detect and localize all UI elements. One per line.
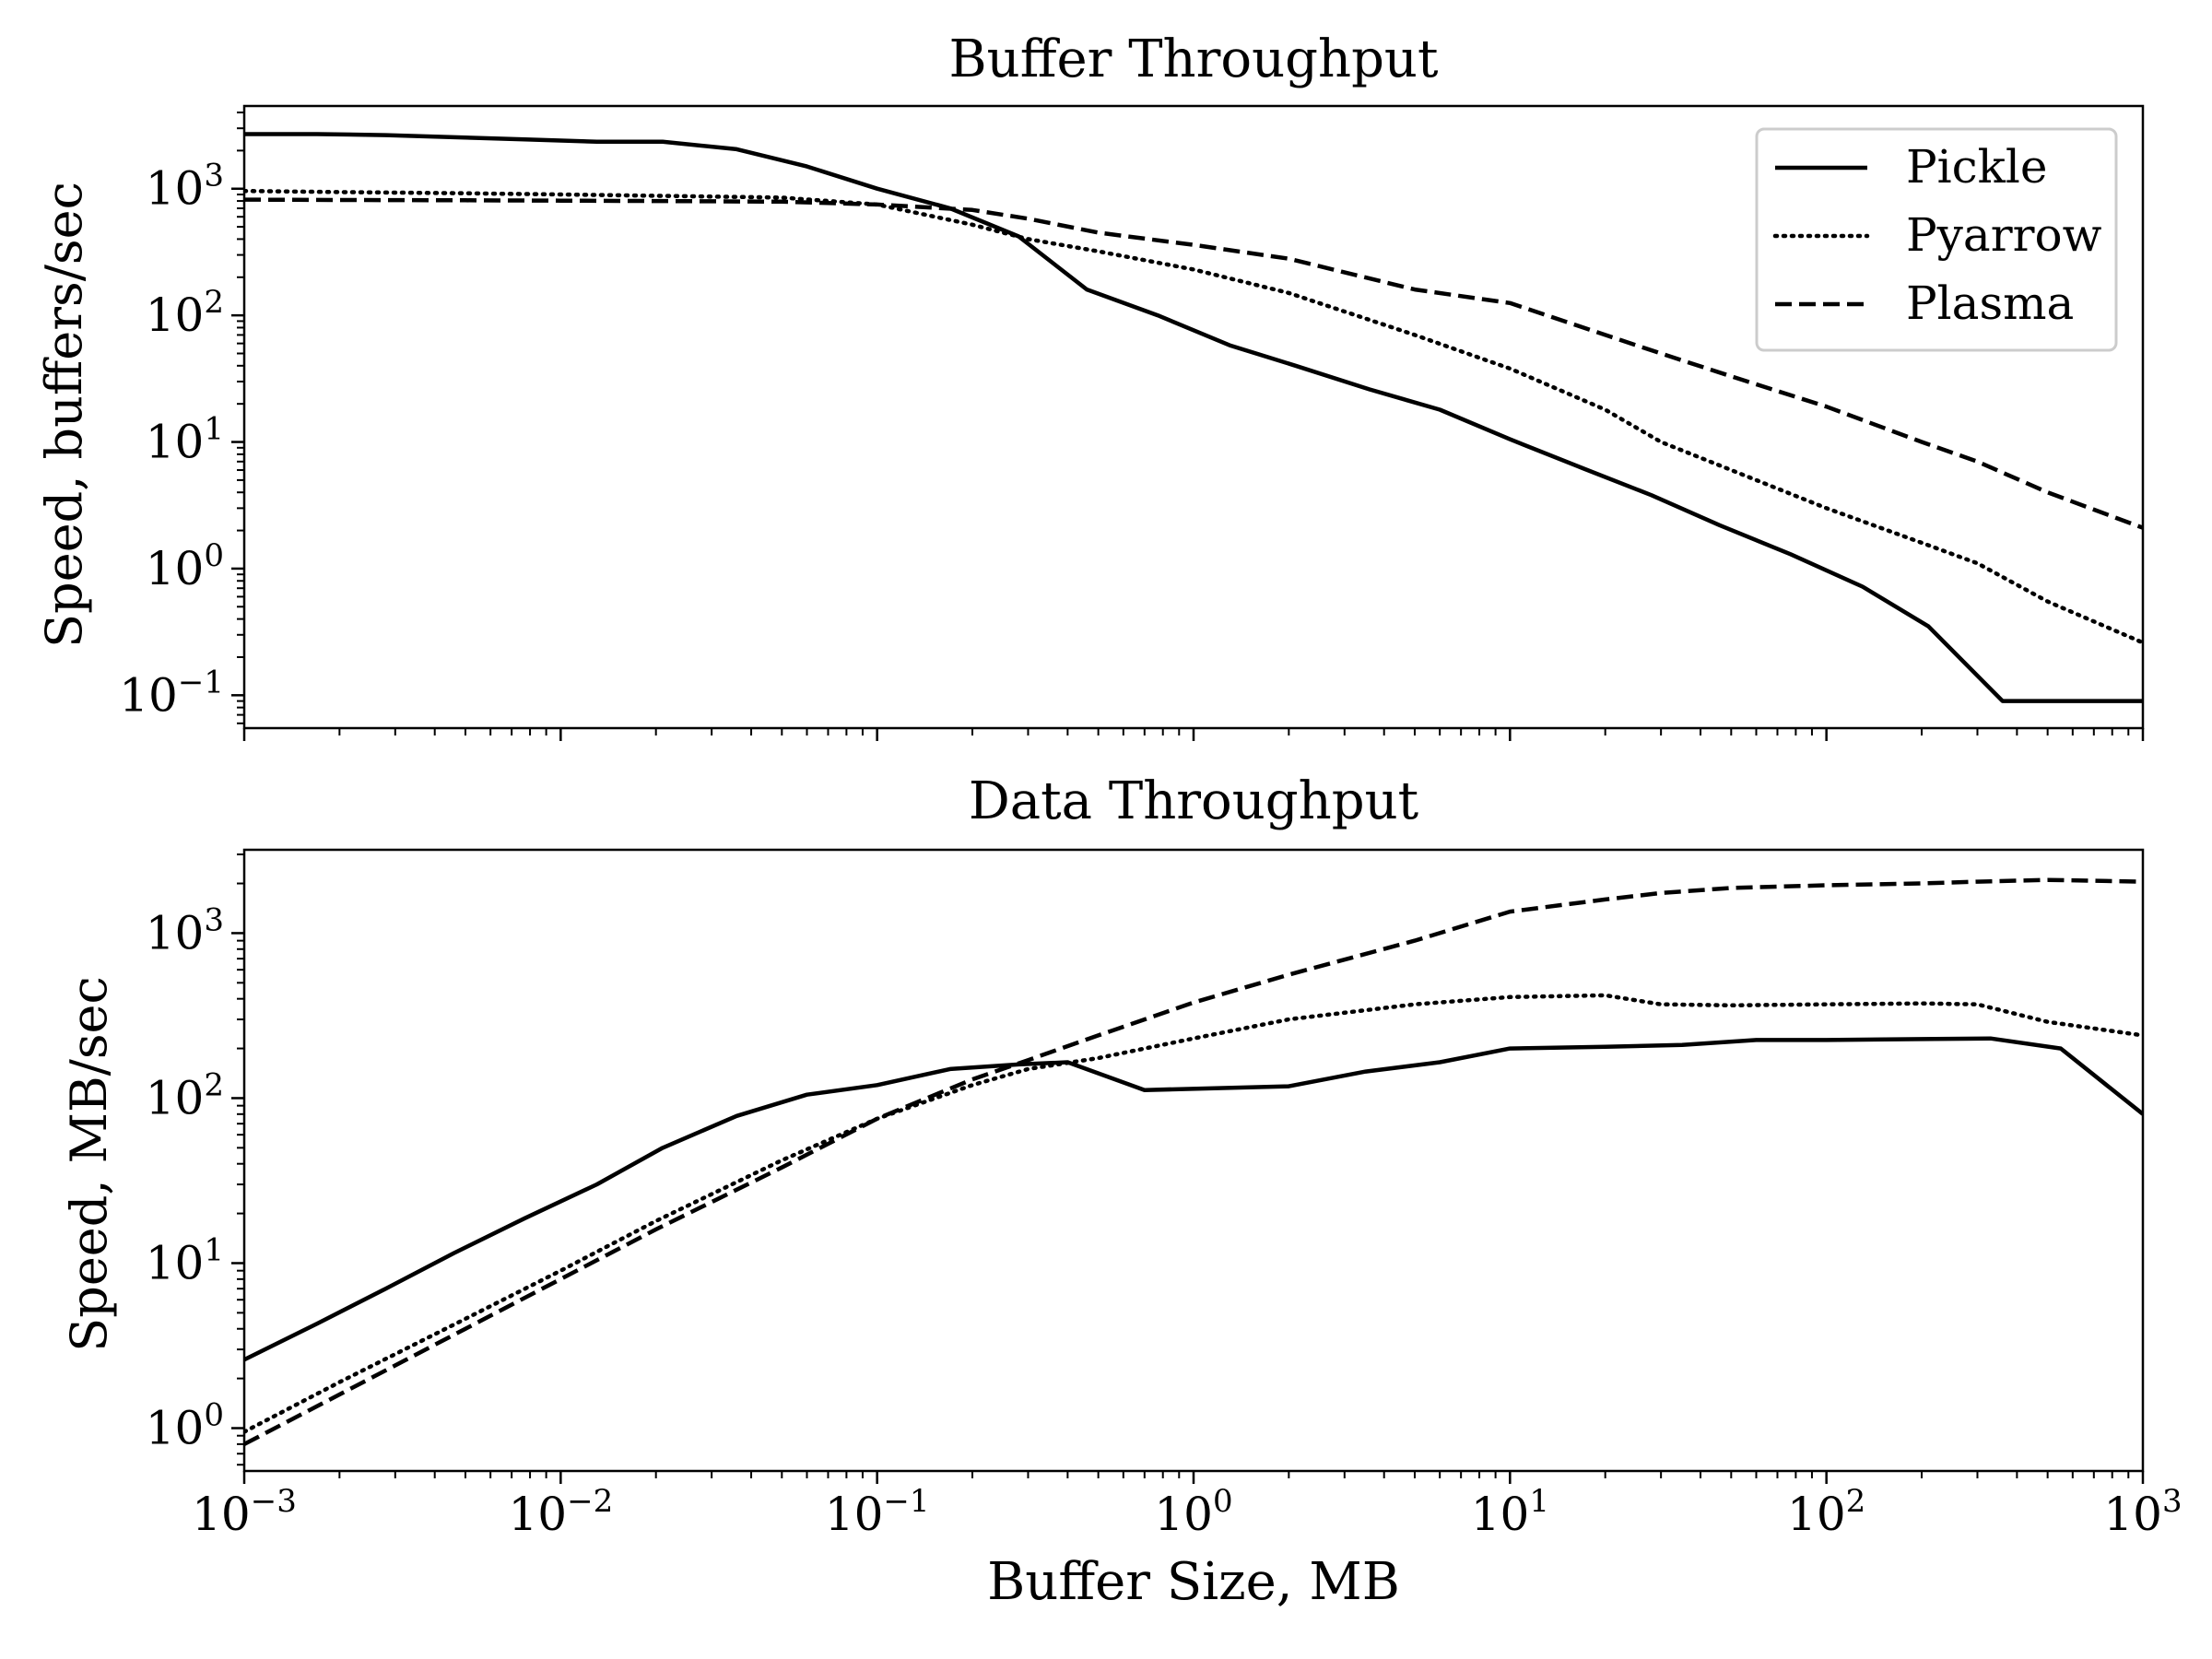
legend-frame [1755, 127, 2118, 352]
data-throughput-chart: Data Throughput Speed, MB/sec Buffer Siz… [60, 771, 2183, 1612]
y-tick-label: 102 [146, 1066, 224, 1124]
y-tick-label: 102 [146, 284, 224, 342]
axes-frame [242, 104, 2145, 730]
x-tick-label: 103 [2103, 1483, 2182, 1541]
buffer-throughput-chart: Buffer Throughput Speed, buffers/sec 10−… [35, 29, 2145, 741]
plot-area: 10−3 10−2 10−1 100 101 102 103 100 101 102 103 [146, 848, 2183, 1541]
y-tick-label: 10−1 [119, 664, 224, 722]
series-line-pyarrow [244, 188, 2143, 645]
legend-label-pyarrow: Pyarrow [1906, 208, 2102, 262]
series-line-pickle [244, 132, 2143, 703]
y-tick-label: 101 [146, 411, 224, 469]
y-axis-label: Speed, buffers/sec [35, 182, 93, 648]
y-tick-label: 103 [146, 158, 224, 216]
series-line-pickle [244, 1036, 2143, 1362]
x-tick-label: 10−1 [825, 1483, 930, 1541]
axes-frame [242, 848, 2145, 1473]
series-line-plasma [244, 197, 2143, 530]
x-tick-label: 101 [1471, 1483, 1549, 1541]
x-tick-label: 10−2 [508, 1483, 613, 1541]
y-tick-label: 101 [146, 1231, 224, 1289]
series-line-pyarrow [244, 993, 2143, 1434]
chart-title: Buffer Throughput [948, 29, 1439, 89]
legend-label-pickle: Pickle [1906, 140, 2048, 194]
legend-label-plasma: Plasma [1906, 276, 2074, 330]
series-line-plasma [244, 877, 2143, 1446]
x-tick-label: 10−3 [192, 1483, 297, 1541]
x-tick-label: 100 [1154, 1483, 1232, 1541]
legend: Pickle Pyarrow Plasma [1755, 127, 2118, 352]
plot-area: 10−1 100 101 102 103 [119, 104, 2145, 741]
y-tick-label: 100 [146, 1397, 224, 1455]
x-axis-label: Buffer Size, MB [987, 1552, 1400, 1612]
x-tick-label: 102 [1787, 1483, 1865, 1541]
chart-title: Data Throughput [969, 771, 1419, 831]
y-axis-label: Speed, MB/sec [60, 976, 118, 1351]
y-tick-label: 100 [146, 537, 224, 595]
y-tick-label: 103 [146, 901, 224, 959]
